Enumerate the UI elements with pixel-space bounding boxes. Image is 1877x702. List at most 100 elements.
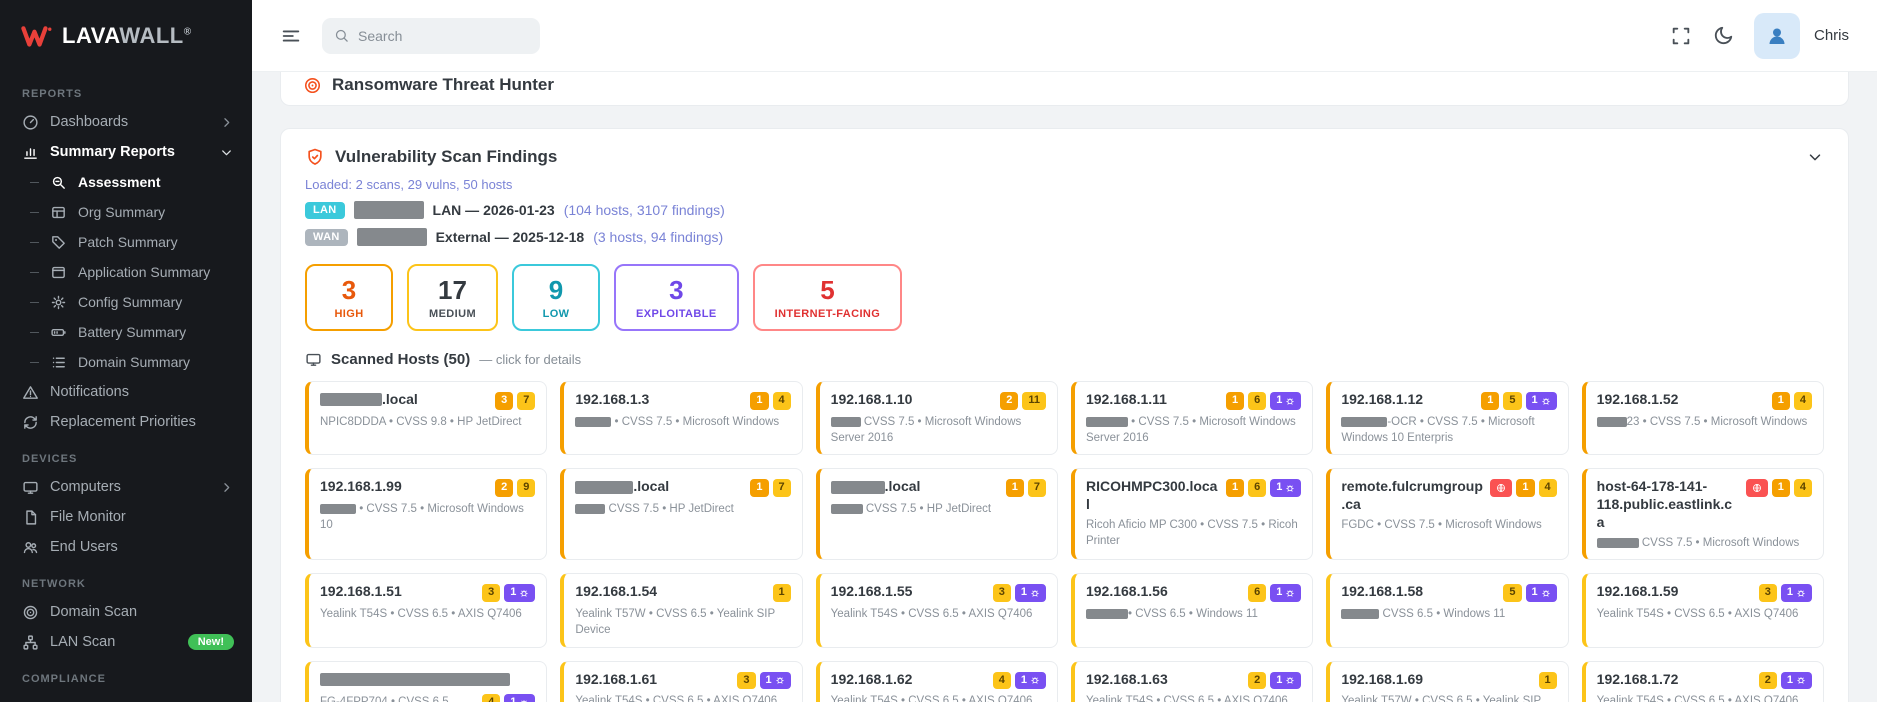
sidebar-item-battery-summary[interactable]: Battery Summary	[0, 317, 252, 347]
host-card[interactable]: 192.168.1.62 4 1 Yealink T54S • CVSS 6.5 • …	[815, 660, 1058, 702]
host-badges: 1	[1538, 671, 1557, 690]
host-card[interactable]: 192.168.1.12 1 5 1 -OCR • CVSS 7.5 • Microso…	[1326, 380, 1569, 455]
bug-icon	[1541, 396, 1551, 406]
badge-med: 11	[1022, 391, 1046, 410]
host-card[interactable]: remote.fulcrumgroup.ca 1 4 FGDC • CVSS 7.5 …	[1326, 467, 1569, 561]
host-subtitle: FG-4FPP704 • CVSS 6.5 4 1	[320, 692, 536, 702]
host-card[interactable]: 192.168.1.69 1 Yealink T57W • CVSS 6.5 • Y…	[1326, 660, 1569, 702]
stat-value: 3	[341, 275, 357, 305]
host-card[interactable]: 192.168.1.51 3 1 Yealink T54S • CVSS 6.5 • …	[305, 573, 548, 648]
host-subtitle: 23 • CVSS 7.5 • Microsoft Windows	[1596, 414, 1812, 430]
host-card[interactable]: FG-4FPP704 • CVSS 6.5 4 1	[305, 660, 548, 702]
sidebar-item-domain-scan[interactable]: Domain Scan	[0, 597, 252, 627]
stat-label: LOW	[542, 307, 570, 320]
redacted-text	[353, 201, 424, 219]
stat-exploitable[interactable]: 3 EXPLOITABLE	[614, 264, 739, 331]
sidebar-item-application-summary[interactable]: Application Summary	[0, 257, 252, 287]
host-card[interactable]: 192.168.1.52 1 4 23 • CVSS 7.5 • Microsoft …	[1581, 380, 1824, 455]
user-menu[interactable]: Chris	[1753, 12, 1849, 59]
ransomware-card-title: Ransomware Threat Hunter	[332, 75, 554, 94]
badge-expl: 1	[504, 584, 536, 603]
host-title: 192.168.1.69	[1341, 670, 1424, 687]
sidebar-item-end-users[interactable]: End Users	[0, 532, 252, 562]
redacted-text	[1085, 416, 1128, 427]
host-card[interactable]: 192.168.1.99 2 9 • CVSS 7.5 • Microsoft Wi…	[305, 467, 548, 561]
host-card[interactable]: 192.168.1.56 6 1 • CVSS 6.5 • Windows 11	[1070, 573, 1314, 648]
sidebar-item-replacement-priorities[interactable]: Replacement Priorities	[0, 407, 252, 437]
badge-med: 3	[1758, 584, 1777, 603]
redacted-text	[830, 480, 885, 494]
sidebar-item-patch-summary[interactable]: Patch Summary	[0, 227, 252, 257]
host-subtitle: Yealink T54S • CVSS 6.5 • AXIS Q7406	[830, 695, 1033, 702]
sidebar-item-assessment[interactable]: Assessment	[0, 167, 252, 197]
host-card[interactable]: 192.168.1.59 3 1 Yealink T54S • CVSS 6.5 • …	[1581, 573, 1824, 648]
sidebar-item-config-summary[interactable]: Config Summary	[0, 287, 252, 317]
host-card[interactable]: 192.168.1.72 2 1 Yealink T54S • CVSS 6.5 • …	[1581, 660, 1824, 702]
host-card[interactable]: 192.168.1.55 3 1 Yealink T54S • CVSS 6.5 • …	[815, 573, 1058, 648]
bug-icon	[1285, 588, 1295, 598]
badge-expl: 1	[1014, 584, 1046, 603]
sidebar-item-lan-scan[interactable]: LAN Scan New!	[0, 627, 252, 657]
dark-mode-icon[interactable]	[1712, 25, 1734, 47]
sidebar-item-org-summary[interactable]: Org Summary	[0, 197, 252, 227]
redacted-text	[1596, 538, 1639, 549]
redacted-text	[830, 503, 863, 514]
host-title: RICOHMPC300.local	[1085, 477, 1218, 512]
host-badges: 2 11	[1000, 391, 1046, 410]
scan-type-badge: LAN	[305, 201, 345, 219]
sidebar-item-computers[interactable]: Computers	[0, 472, 252, 502]
sidebar-item-label: LAN Scan	[50, 634, 116, 650]
sidebar-item-label: Org Summary	[78, 204, 166, 220]
ransomware-card-partial[interactable]: Ransomware Threat Hunter	[280, 72, 1849, 106]
host-subtitle: Yealink T54S • CVSS 6.5 • AXIS Q7406	[1596, 608, 1799, 621]
sidebar-item-label: Domain Summary	[78, 354, 191, 370]
sidebar-nav: REPORTS Dashboards Summary Reports Assessme…	[0, 72, 252, 692]
network-icon	[22, 634, 39, 651]
host-card[interactable]: 192.168.1.63 2 1 Yealink T54S • CVSS 6.5 • …	[1070, 660, 1314, 702]
new-badge: New!	[187, 634, 234, 650]
host-card[interactable]: RICOHMPC300.local 1 6 1 Ricoh Aficio MP C300…	[1070, 467, 1314, 561]
host-card[interactable]: 192.168.1.61 3 1 Yealink T54S • CVSS 6.5 • …	[560, 660, 803, 702]
sidebar-item-file-monitor[interactable]: File Monitor	[0, 502, 252, 532]
collapse-chevron-icon[interactable]	[1806, 148, 1824, 166]
scan-row[interactable]: WAN External — 2025-12-18 (3 hosts, 94 fin…	[305, 228, 1824, 246]
sidebar-item-notifications[interactable]: Notifications	[0, 377, 252, 407]
host-card[interactable]: .local 1 7 CVSS 7.5 • HP JetDirect	[815, 467, 1058, 561]
sidebar-item-summary-reports[interactable]: Summary Reports	[0, 137, 252, 167]
badge-high: 1	[1771, 478, 1790, 497]
bug-icon	[519, 588, 529, 598]
sidebar-item-dashboards[interactable]: Dashboards	[0, 107, 252, 137]
stat-medium[interactable]: 17 MEDIUM	[407, 264, 499, 331]
sidebar-item-domain-summary[interactable]: Domain Summary	[0, 347, 252, 377]
search-input[interactable]	[358, 27, 528, 44]
monitor-icon	[22, 479, 39, 496]
stat-internet-facing[interactable]: 5 INTERNET-FACING	[752, 264, 903, 331]
host-card[interactable]: 192.168.1.10 2 11 CVSS 7.5 • Microsoft Win…	[815, 380, 1058, 455]
sidebar-item-label: Replacement Priorities	[50, 414, 196, 430]
host-title: 192.168.1.62	[830, 670, 913, 687]
menu-toggle-icon[interactable]	[280, 25, 302, 47]
host-card[interactable]: 192.168.1.11 1 6 1 • CVSS 7.5 • Microsoft W…	[1070, 380, 1314, 455]
host-card[interactable]: .local 1 7 CVSS 7.5 • HP JetDirect	[560, 467, 803, 561]
host-card[interactable]: 192.168.1.54 1 Yealink T57W • CVSS 6.5 • Y…	[560, 573, 803, 648]
host-card[interactable]: .local 3 7 NPIC8DDDA • CVSS 9.8 • HP JetDir…	[305, 380, 548, 455]
host-card[interactable]: 192.168.1.3 1 4 • CVSS 7.5 • Microsoft Win…	[560, 380, 803, 455]
search-box[interactable]	[322, 17, 540, 54]
host-card[interactable]: host-64-178-141-118.public.eastlink.ca 1 4…	[1581, 467, 1824, 561]
stat-high[interactable]: 3 HIGH	[305, 264, 393, 331]
host-title	[320, 670, 510, 688]
sidebar-section-network: NETWORK	[22, 578, 86, 590]
fullscreen-icon[interactable]	[1670, 25, 1692, 47]
host-title: remote.fulcrumgroup.ca	[1341, 477, 1483, 512]
host-subtitle: • CVSS 7.5 • Microsoft Windows 10	[320, 502, 524, 531]
host-card[interactable]: 192.168.1.58 5 1 CVSS 6.5 • Windows 11	[1326, 573, 1569, 648]
scan-row[interactable]: LAN LAN — 2026-01-23 (104 hosts, 3107 find…	[305, 201, 1824, 219]
stat-low[interactable]: 9 LOW	[512, 264, 601, 331]
brand-logo[interactable]: LAVAWALL®	[0, 0, 252, 72]
host-subtitle: FGDC • CVSS 7.5 • Microsoft Windows	[1341, 519, 1542, 532]
